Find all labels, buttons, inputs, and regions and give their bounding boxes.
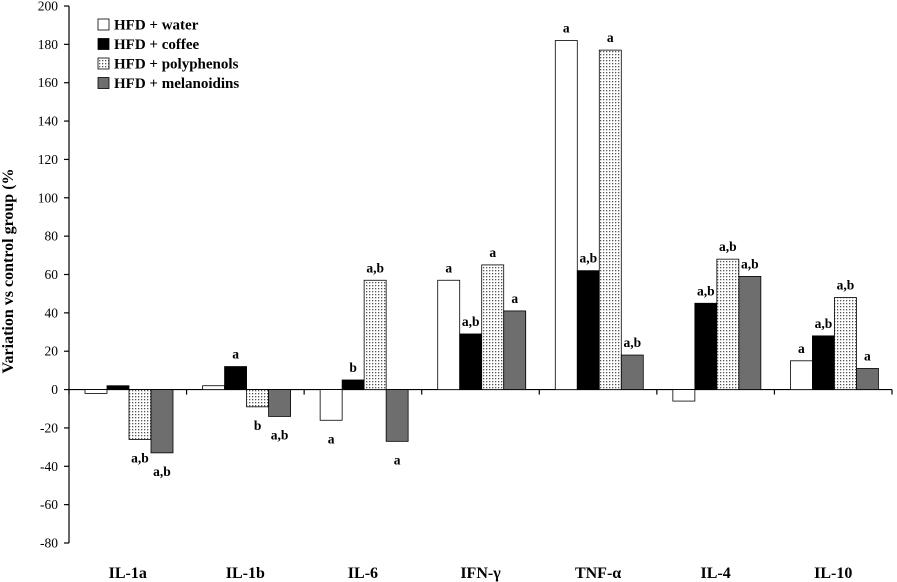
y-tick-label: 60	[45, 267, 59, 282]
bar	[576, 270, 600, 390]
data-label: a	[232, 347, 239, 362]
category-label: IL-1a	[109, 565, 147, 582]
data-label: a	[489, 245, 496, 260]
bar	[834, 297, 857, 390]
category-label: IFN-γ	[460, 565, 501, 582]
y-tick-label: 180	[38, 37, 59, 52]
y-tick-label: 140	[38, 114, 59, 129]
bar	[790, 360, 813, 390]
data-label: a,b	[719, 239, 737, 254]
bar	[224, 366, 247, 390]
bar	[246, 389, 269, 408]
bar	[202, 385, 225, 390]
bar	[672, 389, 696, 402]
legend-swatch	[97, 77, 110, 89]
data-label: a	[607, 30, 614, 45]
data-label: a,b	[131, 450, 149, 465]
category-label: IL-1b	[226, 565, 265, 582]
data-label: a,b	[815, 316, 833, 331]
data-label: a	[511, 291, 518, 306]
y-tick-label: 20	[45, 344, 59, 359]
bar	[106, 385, 130, 390]
bar	[363, 279, 387, 390]
data-label: a,b	[837, 278, 855, 293]
category-label: TNF-α	[575, 565, 621, 582]
y-axis-label: Variation vs control group (%	[0, 168, 17, 373]
bar	[481, 264, 505, 390]
y-tick-label: 100	[38, 190, 59, 205]
data-label: a,b	[153, 464, 171, 479]
bar	[554, 40, 578, 390]
legend-label: HFD + coffee	[114, 37, 200, 53]
legend-label: HFD + water	[114, 18, 199, 34]
data-label: b	[254, 418, 262, 433]
y-tick-label: -80	[40, 536, 58, 551]
bar	[84, 389, 108, 394]
bar	[598, 49, 622, 390]
y-tick-label: -60	[40, 497, 58, 512]
data-label: a	[563, 21, 570, 36]
bar	[319, 389, 343, 421]
y-tick-label: 40	[45, 305, 59, 320]
data-label: a,b	[366, 260, 384, 275]
legend-label: HFD + polyphenols	[114, 57, 239, 73]
category-label: IL-4	[701, 565, 731, 582]
legend-swatch	[97, 57, 110, 70]
data-label: a,b	[271, 427, 289, 442]
y-tick-label: 80	[45, 229, 59, 244]
legend-swatch	[97, 18, 110, 31]
data-label: a,b	[462, 314, 480, 329]
data-label: a,b	[623, 335, 641, 350]
data-label: b	[349, 360, 357, 375]
y-tick-label: 0	[51, 382, 58, 397]
bar	[738, 276, 762, 390]
category-label: IL-6	[348, 565, 378, 582]
data-label: a	[798, 341, 805, 356]
y-tick-label: -40	[40, 459, 58, 474]
bar	[812, 335, 835, 390]
data-label: a	[864, 348, 871, 363]
y-tick-label: 200	[38, 0, 59, 14]
bar	[716, 258, 740, 390]
bar	[459, 333, 483, 390]
data-label: a,b	[697, 283, 715, 298]
bar	[437, 279, 461, 390]
bar	[503, 310, 527, 390]
data-label: a,b	[579, 251, 597, 266]
bar	[128, 389, 152, 440]
bar	[620, 354, 644, 390]
bar	[150, 389, 174, 454]
bar	[694, 302, 718, 390]
y-tick-label: -20	[40, 420, 58, 435]
bar	[341, 379, 365, 390]
data-label: a	[445, 260, 452, 275]
y-tick-label: 120	[38, 152, 59, 167]
data-label: a	[328, 431, 335, 446]
bar	[385, 389, 409, 442]
legend-label: HFD + melanoidins	[114, 76, 239, 92]
y-tick-label: 160	[38, 75, 59, 90]
bar	[268, 389, 291, 417]
legend-swatch	[97, 38, 110, 50]
category-label: IL-10	[814, 565, 852, 582]
data-label: a	[394, 452, 401, 467]
bar	[856, 368, 879, 390]
data-label: a,b	[741, 256, 759, 271]
